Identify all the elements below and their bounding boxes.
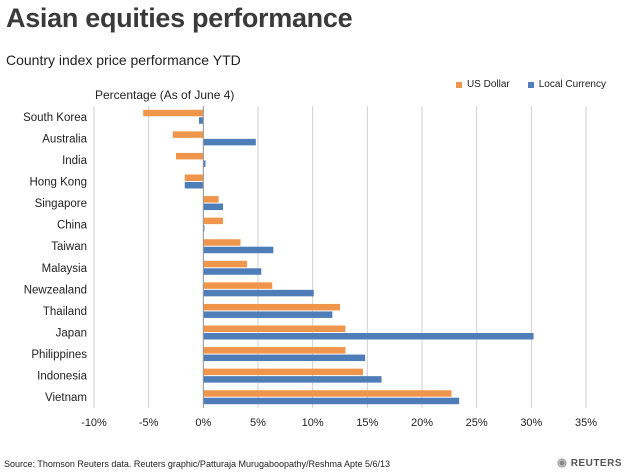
bar-local-currency xyxy=(203,397,460,405)
bar-us-dollar xyxy=(203,260,248,268)
bar-us-dollar xyxy=(143,109,204,117)
bar-us-dollar xyxy=(176,152,204,160)
source-note: Source: Thomson Reuters data. Reuters gr… xyxy=(4,459,391,469)
bar-us-dollar xyxy=(203,390,452,397)
x-tick-label: 0% xyxy=(195,417,211,429)
category-label: India xyxy=(62,155,88,167)
bar-local-currency xyxy=(203,311,333,318)
category-label: Newzealand xyxy=(24,284,87,296)
x-tick-label: -5% xyxy=(139,417,159,429)
bar-us-dollar xyxy=(203,347,346,354)
bar-local-currency xyxy=(203,246,274,254)
category-label: Taiwan xyxy=(51,241,87,253)
reuters-logo-icon xyxy=(555,457,568,469)
bar-us-dollar xyxy=(203,217,224,225)
bar-local-currency xyxy=(198,117,204,124)
bar-local-currency xyxy=(203,138,256,146)
category-label: Thailand xyxy=(43,306,87,318)
reuters-logo-text: REUTERS xyxy=(570,457,622,469)
x-tick-label: 20% xyxy=(411,417,433,429)
bar-local-currency xyxy=(203,289,314,297)
bar-us-dollar xyxy=(203,325,346,332)
legend-label-us-dollar: US Dollar xyxy=(466,79,510,90)
legend: US Dollar Local Currency xyxy=(455,79,606,90)
bar-us-dollar xyxy=(203,239,241,246)
bar-local-currency xyxy=(203,376,382,383)
bar-us-dollar xyxy=(172,131,204,138)
bar-us-dollar xyxy=(184,174,204,181)
chart-title: Asian equities performance xyxy=(6,3,353,33)
bar-us-dollar xyxy=(203,303,340,311)
category-label: Philippines xyxy=(31,349,87,361)
x-tick-label: -10% xyxy=(81,417,107,429)
legend-label-local-currency: Local Currency xyxy=(538,79,606,90)
x-tick-label: 25% xyxy=(466,417,488,429)
reuters-logo: REUTERS xyxy=(555,457,622,469)
x-tick-label: 30% xyxy=(520,417,542,429)
legend-item-local-currency: Local Currency xyxy=(527,79,606,90)
legend-swatch-local-currency xyxy=(527,81,534,88)
bar-local-currency xyxy=(203,354,366,362)
x-tick-label: 10% xyxy=(302,417,324,429)
bar-us-dollar xyxy=(203,282,273,289)
legend-item-us-dollar: US Dollar xyxy=(455,79,510,90)
bar-local-currency xyxy=(203,225,205,232)
bar-local-currency xyxy=(203,333,534,340)
bar-us-dollar xyxy=(203,196,219,203)
x-tick-label: 5% xyxy=(250,417,266,429)
category-label: Hong Kong xyxy=(29,177,87,189)
category-label: South Korea xyxy=(23,112,88,124)
category-label: China xyxy=(57,220,88,232)
bar-local-currency xyxy=(203,203,224,211)
chart-subtitle: Country index price performance YTD xyxy=(6,52,241,68)
x-tick-label: 35% xyxy=(575,417,597,429)
bar-local-currency xyxy=(203,160,206,167)
category-label: Australia xyxy=(42,133,87,145)
x-tick-label: 15% xyxy=(356,417,378,429)
bar-local-currency xyxy=(184,182,204,189)
category-label: Singapore xyxy=(35,198,87,210)
category-label: Indonesia xyxy=(37,371,87,383)
category-label: Malaysia xyxy=(42,263,88,275)
unit-label: Percentage (As of June 4) xyxy=(95,88,235,102)
bar-us-dollar xyxy=(203,368,363,376)
category-label: Vietnam xyxy=(45,392,87,404)
legend-swatch-us-dollar xyxy=(455,81,462,88)
category-label: Japan xyxy=(56,328,87,340)
bar-local-currency xyxy=(203,268,262,275)
